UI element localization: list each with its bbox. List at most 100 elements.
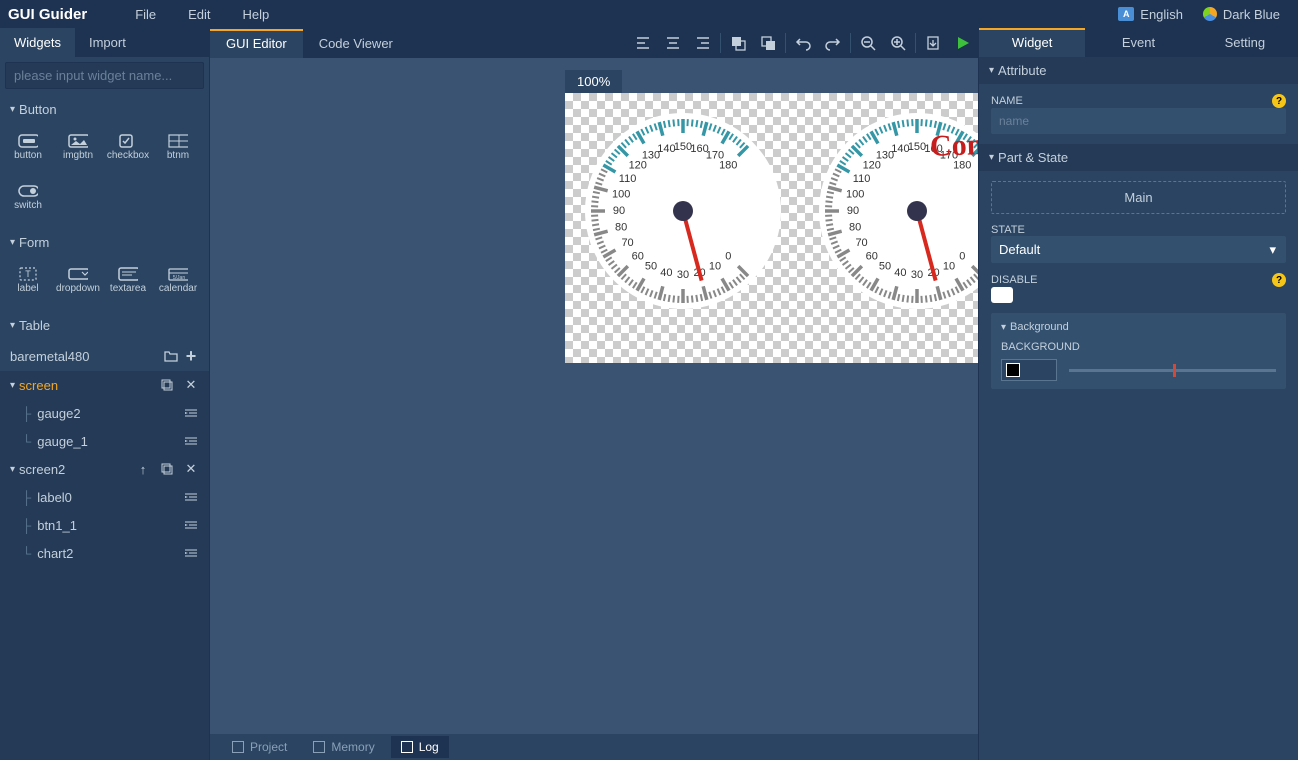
tree-label: screen2 <box>19 462 131 477</box>
state-label: STATE <box>991 224 1286 236</box>
redo-button[interactable] <box>818 28 848 58</box>
compile-run-button[interactable] <box>948 28 978 58</box>
widget-section-header-button[interactable]: ▾ Button <box>0 98 209 121</box>
help-icon[interactable]: ? <box>1272 273 1286 287</box>
widget-section-title: Button <box>19 102 57 117</box>
widget-btnm[interactable]: btnm <box>154 123 202 171</box>
align-left-button[interactable] <box>628 28 658 58</box>
send-back-button[interactable] <box>753 28 783 58</box>
widget-button[interactable]: button <box>4 123 52 171</box>
indent-icon[interactable] <box>183 433 199 449</box>
main-part-button[interactable]: Main <box>991 181 1286 214</box>
tab-log[interactable]: Log <box>391 736 449 758</box>
widget-search <box>0 57 209 94</box>
svg-text:110: 110 <box>619 173 637 185</box>
widget-search-input[interactable] <box>5 62 204 89</box>
tab-memory[interactable]: Memory <box>303 736 384 758</box>
tree-item-label0[interactable]: ├ label0 <box>0 483 209 511</box>
align-right-button[interactable] <box>688 28 718 58</box>
svg-text:50: 50 <box>879 260 891 272</box>
disable-label: DISABLE ? <box>991 273 1286 287</box>
folder-icon[interactable] <box>163 348 179 364</box>
tree-item-gauge1[interactable]: └ gauge_1 <box>0 427 209 455</box>
canvas-gauge2[interactable]: 0102030405060708090100110120130140150160… <box>585 113 781 309</box>
svg-text:60: 60 <box>866 250 878 262</box>
left-tabs: Widgets Import <box>0 28 209 57</box>
tab-widget[interactable]: Widget <box>979 28 1085 57</box>
tab-setting[interactable]: Setting <box>1192 28 1298 57</box>
tree-label: chart2 <box>37 546 179 561</box>
tab-project[interactable]: Project <box>222 736 297 758</box>
chevron-down-icon: ▾ <box>10 464 15 475</box>
disable-toggle[interactable] <box>991 287 1013 303</box>
widget-section-header-table[interactable]: ▾ Table <box>0 314 209 337</box>
switch-icon <box>18 184 38 198</box>
svg-text:60: 60 <box>632 250 644 262</box>
help-icon[interactable]: ? <box>1272 94 1286 108</box>
tree-line-icon: ├ <box>22 518 31 533</box>
svg-text:70: 70 <box>621 237 633 249</box>
bring-front-button[interactable] <box>723 28 753 58</box>
tree-label: btn1_1 <box>37 518 179 533</box>
close-icon[interactable]: ✕ <box>183 461 199 477</box>
textarea-icon <box>118 267 138 281</box>
state-select[interactable]: Default <box>991 236 1286 263</box>
menu-file[interactable]: File <box>119 7 172 22</box>
log-icon <box>401 741 413 753</box>
tree-item-gauge2[interactable]: ├ gauge2 <box>0 399 209 427</box>
tab-widgets[interactable]: Widgets <box>0 28 75 57</box>
tab-import[interactable]: Import <box>75 28 140 57</box>
widget-section-button: ▾ Button button imgbtn checkbox <box>0 94 209 227</box>
widget-calendar[interactable]: 5/Jan calendar <box>154 256 202 304</box>
menu-help[interactable]: Help <box>227 7 286 22</box>
indent-icon[interactable] <box>183 405 199 421</box>
copy-icon[interactable] <box>159 377 175 393</box>
svg-text:110: 110 <box>853 173 871 185</box>
align-center-button[interactable] <box>658 28 688 58</box>
canvas-area[interactable]: 100% 01020304050607080901001101201301401… <box>210 58 978 734</box>
center-panel: GUI Editor Code Viewer 100% 010203040506… <box>210 28 978 760</box>
widget-switch[interactable]: switch <box>4 173 52 221</box>
right-tabs: Widget Event Setting <box>979 28 1298 57</box>
tree-screen2[interactable]: ▾ screen2 ↑ ✕ <box>0 455 209 483</box>
widget-dropdown[interactable]: dropdown <box>54 256 102 304</box>
widget-section-header-form[interactable]: ▾ Form <box>0 231 209 254</box>
up-icon[interactable]: ↑ <box>135 461 151 477</box>
copy-icon[interactable] <box>159 461 175 477</box>
background-header[interactable]: ▾ Background <box>1001 321 1276 333</box>
language-selector[interactable]: A English <box>1108 7 1193 22</box>
widget-imgbtn[interactable]: imgbtn <box>54 123 102 171</box>
close-icon[interactable]: ✕ <box>183 377 199 393</box>
chevron-down-icon: ▾ <box>989 65 994 76</box>
indent-icon[interactable] <box>183 489 199 505</box>
background-color-picker[interactable] <box>1001 359 1057 381</box>
theme-selector[interactable]: Dark Blue <box>1193 7 1290 22</box>
design-surface[interactable]: 0102030405060708090100110120130140150160… <box>565 93 978 363</box>
name-input[interactable] <box>991 108 1286 134</box>
export-button[interactable] <box>918 28 948 58</box>
zoom-in-button[interactable] <box>883 28 913 58</box>
tab-code-viewer[interactable]: Code Viewer <box>303 29 409 58</box>
memory-icon <box>313 741 325 753</box>
menu-edit[interactable]: Edit <box>172 7 226 22</box>
tree-item-chart2[interactable]: └ chart2 <box>0 539 209 567</box>
widget-checkbox[interactable]: checkbox <box>104 123 152 171</box>
widget-label[interactable]: T label <box>4 256 52 304</box>
attribute-section-header[interactable]: ▾ Attribute <box>979 57 1298 84</box>
svg-text:10: 10 <box>943 260 955 272</box>
project-row[interactable]: baremetal480 + <box>0 341 209 371</box>
undo-button[interactable] <box>788 28 818 58</box>
background-opacity-slider[interactable] <box>1069 369 1276 372</box>
annotation-text: Compile <box>929 126 978 164</box>
center-tabs-bar: GUI Editor Code Viewer <box>210 28 978 58</box>
add-icon[interactable]: + <box>183 348 199 364</box>
part-state-header[interactable]: ▾ Part & State <box>979 144 1298 171</box>
zoom-out-button[interactable] <box>853 28 883 58</box>
tab-gui-editor[interactable]: GUI Editor <box>210 29 303 58</box>
tree-item-btn1_1[interactable]: ├ btn1_1 <box>0 511 209 539</box>
tree-screen[interactable]: ▾ screen ✕ <box>0 371 209 399</box>
widget-textarea[interactable]: textarea <box>104 256 152 304</box>
tab-event[interactable]: Event <box>1085 28 1191 57</box>
indent-icon[interactable] <box>183 517 199 533</box>
indent-icon[interactable] <box>183 545 199 561</box>
